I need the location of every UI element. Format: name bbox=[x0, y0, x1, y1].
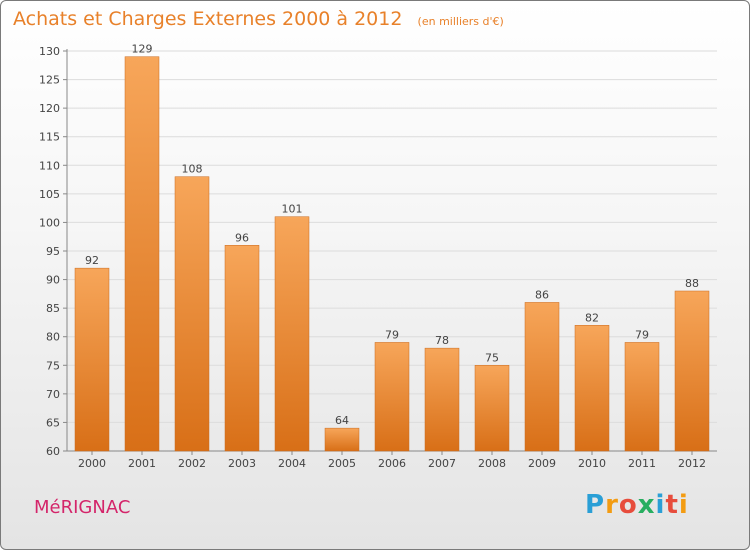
logo-letter: t bbox=[665, 490, 679, 520]
data-label-2010: 82 bbox=[585, 311, 599, 324]
y-tick-label: 100 bbox=[39, 216, 60, 229]
data-label-2008: 75 bbox=[485, 351, 499, 364]
y-tick-label: 65 bbox=[46, 416, 60, 429]
x-tick-label-2011: 2011 bbox=[628, 457, 656, 470]
data-label-2000: 92 bbox=[85, 254, 99, 267]
y-tick-label: 75 bbox=[46, 359, 60, 372]
y-tick-label: 80 bbox=[46, 331, 60, 344]
bar-2009 bbox=[524, 302, 560, 452]
x-tick-label-2005: 2005 bbox=[328, 457, 356, 470]
x-tick-label-2010: 2010 bbox=[578, 457, 606, 470]
chart-unit-note: (en milliers d'€) bbox=[417, 15, 504, 28]
x-tick-label-2009: 2009 bbox=[528, 457, 556, 470]
data-label-2005: 64 bbox=[335, 414, 349, 427]
y-tick-label: 90 bbox=[46, 274, 60, 287]
bar-2001 bbox=[124, 56, 160, 452]
x-tick-label-2000: 2000 bbox=[78, 457, 106, 470]
x-tick-label-2004: 2004 bbox=[278, 457, 306, 470]
y-tick-label: 120 bbox=[39, 102, 60, 115]
bar-2004 bbox=[274, 216, 310, 452]
bar-2007 bbox=[424, 347, 460, 452]
x-tick-label-2007: 2007 bbox=[428, 457, 456, 470]
y-tick-labels: 60 65 70 75 80 85 90 95 100 105 110 115 120 125 130 bbox=[39, 45, 60, 458]
x-tick-label-2001: 2001 bbox=[128, 457, 156, 470]
data-label-2007: 78 bbox=[435, 334, 449, 347]
y-tick-label: 110 bbox=[39, 159, 60, 172]
y-tick-label: 95 bbox=[46, 245, 60, 258]
data-label-2009: 86 bbox=[535, 288, 549, 301]
bar-2005 bbox=[324, 427, 360, 452]
bar-2008 bbox=[474, 365, 510, 452]
logo-letter: x bbox=[637, 490, 656, 520]
logo-letter: P bbox=[585, 490, 606, 520]
y-tick-label: 85 bbox=[46, 302, 60, 315]
x-tick-label-2008: 2008 bbox=[478, 457, 506, 470]
y-tick-label: 115 bbox=[39, 131, 60, 144]
x-tick-label-2006: 2006 bbox=[378, 457, 406, 470]
x-tick-label-2003: 2003 bbox=[228, 457, 256, 470]
logo-letter: i bbox=[678, 490, 689, 520]
bar-2000 bbox=[74, 267, 110, 452]
bar-2012 bbox=[674, 290, 710, 452]
x-tick-labels: 2000 2001 2002 2003 2004 2005 2006 2007 2008 2009… bbox=[78, 457, 706, 470]
data-label-2006: 79 bbox=[385, 328, 399, 341]
data-labels: 92 129 108 96 101 64 79 78 75 86 82 79 88 bbox=[85, 43, 699, 427]
bar-2002 bbox=[174, 176, 210, 452]
logo-letter: i bbox=[655, 490, 666, 520]
bars bbox=[74, 56, 710, 452]
x-tick-label-2002: 2002 bbox=[178, 457, 206, 470]
data-label-2003: 96 bbox=[235, 231, 249, 244]
bar-2010 bbox=[574, 325, 610, 452]
y-tick-label: 60 bbox=[46, 445, 60, 458]
chart-title: Achats et Charges Externes 2000 à 2012 bbox=[13, 8, 403, 30]
data-label-2011: 79 bbox=[635, 328, 649, 341]
data-label-2012: 88 bbox=[685, 277, 699, 290]
city-name: MéRIGNAC bbox=[34, 497, 131, 518]
bar-2011 bbox=[624, 342, 660, 452]
y-tick-label: 105 bbox=[39, 188, 60, 201]
proxiti-logo[interactable]: Proxiti bbox=[585, 490, 689, 520]
x-tick-label-2012: 2012 bbox=[678, 457, 706, 470]
logo-letter: r bbox=[605, 490, 619, 520]
y-tick-label: 125 bbox=[39, 74, 60, 87]
logo-letter: o bbox=[618, 490, 638, 520]
y-tick-label: 70 bbox=[46, 388, 60, 401]
data-label-2004: 101 bbox=[282, 203, 303, 216]
bar-2006 bbox=[374, 342, 410, 452]
data-label-2002: 108 bbox=[182, 163, 203, 176]
chart-title-block: Achats et Charges Externes 2000 à 2012 (… bbox=[13, 8, 504, 30]
y-tick-label: 130 bbox=[39, 45, 60, 58]
data-label-2001: 129 bbox=[132, 43, 153, 56]
bar-2003 bbox=[224, 245, 260, 452]
